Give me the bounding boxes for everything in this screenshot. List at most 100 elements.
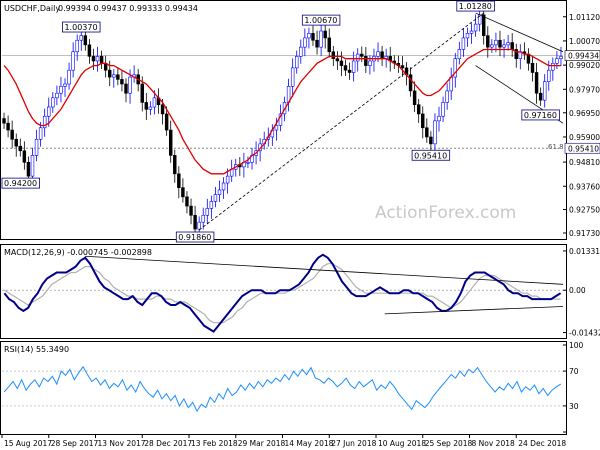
candle-body [51,97,55,108]
candle-body [538,92,543,101]
price-ytick-label: 0.99020 [569,61,600,70]
candle-body [408,74,413,92]
price-title: USDCHF,Daily [4,4,60,13]
candle-body [144,102,149,110]
moving-average-line [3,48,561,175]
candle-body [551,62,555,71]
rsi-pane-frame [0,341,567,435]
candle-body [87,44,92,57]
candle-body [120,79,124,85]
candle-body [355,53,360,62]
candle-body [173,155,177,175]
candle-body [75,39,79,53]
candle-body [453,58,457,78]
macd-layer [2,253,564,333]
candle-body [473,23,478,32]
price-annotation-box [456,0,495,12]
candle-body [67,69,71,85]
rsi-layer [2,365,563,413]
candle-body [315,39,319,48]
candle-body [416,104,421,115]
candle-body [421,113,425,129]
price-ytick-label: 0.93760 [569,182,600,191]
candle-body [364,56,368,66]
price-annotation-label: 0.95410 [414,151,447,160]
candle-body [26,162,31,177]
x-tick-label: 25 Sep 2018 [425,439,473,448]
candle-body [246,162,250,164]
candle-body [14,138,18,147]
candle-body [140,83,144,103]
candle-body [63,83,67,87]
macd-title: MACD(12,26,9) -0.000745 -0.002898 [4,248,152,257]
candle-body [307,33,311,39]
price-annotation-box [175,231,215,243]
candle-body [18,145,23,152]
candle-body [331,51,336,59]
candle-body [164,113,169,131]
macd-ytick-label: -0.014323 [569,329,600,338]
candle-body [360,53,364,57]
x-tick-label: 13 Nov 2017 [98,439,146,448]
price-layer: 1.00370 1.00670 1.01280 0.95410 0.97160 0.918… [1,0,564,243]
x-tick-label: 10 Aug 2018 [378,439,426,448]
candle-body [10,129,14,140]
price-annotation-label: 1.00370 [64,23,97,32]
last-price-label: 0.99434 [568,52,599,61]
candle-body [168,129,173,156]
candle-body [177,173,181,188]
x-tick-label: 27 Jun 2018 [331,439,376,448]
x-tick-label: 28 Sep 2017 [51,439,99,448]
candle-body [38,127,43,140]
price-ytick-label: 0.97970 [569,85,600,94]
candle-body [112,74,116,78]
channel-upper-line [475,12,564,53]
candle-body [510,42,514,50]
rsi-ytick-label: 70 [569,367,579,376]
rsi-title: RSI(14) 55.3490 [4,345,69,354]
candle-body [502,44,506,48]
price-annotation-label: 1.01280 [459,2,492,11]
price-annotation-box [62,21,101,33]
candle-body [469,30,474,34]
candle-body [490,44,494,48]
candle-body [148,106,153,110]
candle-body [339,60,344,66]
candle-body [347,69,352,73]
price-annotation-label: 0.94200 [4,179,37,188]
candle-body [193,214,197,230]
candle-body [441,102,445,117]
candle-body [335,58,340,62]
candle-body [205,208,210,216]
x-tick-label: 24 Dec 2018 [518,439,566,448]
candle-body [6,122,10,131]
candle-body [498,39,502,48]
candle-body [542,81,547,101]
candle-body [311,33,315,41]
candle-body [465,33,470,39]
candle-body [290,67,295,87]
candle-body [185,196,189,207]
price-ytick-label: 0.94810 [569,158,600,167]
candle-body [514,49,518,59]
price-annotation-label: 0.91860 [178,233,211,242]
candle-body [152,97,157,108]
candle-body [124,83,128,94]
candle-body [429,136,433,145]
candle-body [400,65,405,69]
candle-body [30,155,35,177]
candle-body [197,221,201,230]
candle-body [95,56,100,62]
candle-body [295,56,299,69]
candle-body [494,39,498,46]
macd-pane-frame [0,244,567,339]
candle-body [457,49,462,59]
candle-body [71,51,75,71]
price-ytick-label: 1.00070 [569,37,600,46]
candle-body [368,60,372,66]
candle-body [530,62,535,73]
candle-body [303,37,307,48]
price-annotation-box [411,149,451,161]
